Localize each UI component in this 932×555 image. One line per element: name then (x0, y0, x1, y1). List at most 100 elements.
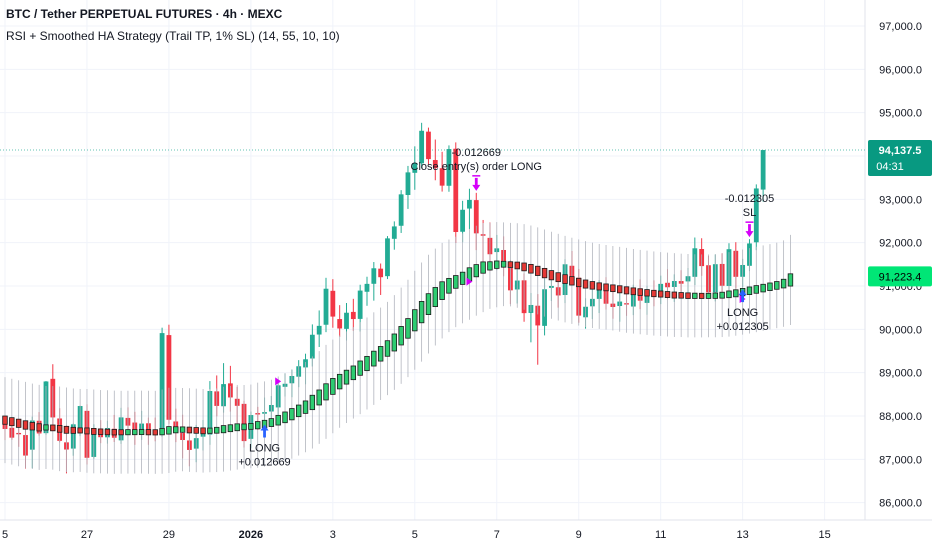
candle-body (323, 288, 329, 325)
ha-candle (336, 335, 343, 428)
trade-marker: SL -0.012305 (725, 193, 775, 238)
ha-candle (637, 249, 643, 335)
symbol-title[interactable]: BTC / Tether PERPETUAL FUTURES · 4h · ME… (6, 7, 283, 21)
ha-body (186, 426, 193, 434)
ha-body (357, 360, 363, 376)
ha-body (610, 284, 616, 293)
ha-body (159, 428, 165, 436)
ha-body (2, 415, 8, 425)
ha-candle (207, 389, 213, 473)
ha-body (500, 260, 507, 268)
smoothed-ha-layer (2, 222, 794, 474)
ha-candle (371, 312, 377, 405)
ha-candle (214, 388, 220, 473)
ha-body (767, 282, 773, 291)
ha-body (398, 326, 404, 346)
candle-body (412, 163, 418, 173)
ha-candle (432, 248, 438, 346)
ha-candle (104, 390, 111, 474)
ha-candle (91, 389, 97, 474)
ha-body (289, 408, 295, 421)
candle-body (760, 150, 766, 190)
candle-body (419, 130, 425, 164)
ha-candle (159, 389, 165, 474)
ha-candle (726, 252, 732, 337)
ha-body (494, 260, 500, 269)
ha-body (692, 292, 698, 299)
candle (412, 146, 418, 190)
ha-body (657, 290, 664, 298)
candle-body (398, 194, 404, 226)
candle-body (453, 148, 459, 233)
ha-candle (289, 369, 295, 459)
y-tick-label: 87,000.0 (879, 454, 922, 466)
ha-body (698, 292, 705, 299)
ha-candle (316, 351, 322, 444)
ha-candle (248, 384, 254, 469)
candle (385, 236, 390, 280)
ha-candle (412, 270, 418, 370)
ha-candle (494, 222, 500, 308)
ha-candle (671, 253, 678, 337)
candle (426, 127, 431, 165)
ha-body (733, 289, 739, 298)
ha-body (596, 282, 602, 291)
candle (405, 165, 411, 209)
ha-body (275, 414, 281, 426)
ha-body (36, 423, 42, 432)
candle-body (350, 311, 356, 320)
ha-candle (644, 250, 650, 335)
ha-candle (29, 383, 36, 469)
ha-body (630, 287, 637, 296)
ha-body (617, 285, 623, 294)
ha-body (541, 267, 548, 279)
ha-body (91, 428, 97, 435)
ha-candle (145, 390, 152, 474)
ha-candle (425, 254, 432, 354)
candle-body (385, 238, 390, 277)
ha-body (562, 274, 568, 284)
ha-body (118, 429, 124, 436)
ha-body (104, 428, 111, 436)
candle (467, 188, 472, 230)
ha-candle (439, 242, 445, 339)
ha-candle (405, 279, 411, 378)
y-tick-label: 88,000.0 (879, 411, 922, 423)
last-price-tag: 94,137.5 04:31 (868, 140, 932, 177)
y-tick-label: 97,000.0 (879, 21, 922, 33)
exit-arrow-icon (745, 224, 754, 238)
ha-candle (152, 390, 158, 474)
strategy-label[interactable]: RSI + Smoothed HA Strategy (Trail TP, 1%… (6, 29, 340, 43)
ha-body (111, 429, 117, 436)
ha-body (145, 429, 152, 436)
ha-body (56, 425, 63, 433)
candle-body (344, 312, 349, 329)
ha-candle (50, 386, 56, 470)
trade-label: -0.012305 (725, 193, 775, 205)
ha-candle (255, 382, 261, 468)
ha-candle (589, 242, 596, 329)
ha-candle (610, 246, 616, 331)
candle-body (330, 290, 336, 317)
ha-body (227, 424, 234, 433)
ha-candle (97, 390, 104, 474)
ha-candle (664, 252, 671, 337)
ha-candle (9, 378, 15, 465)
ha-body (425, 293, 432, 315)
trade-label: Close entry(s) order LONG (411, 161, 542, 173)
ha-body (9, 417, 15, 427)
ha-body (377, 346, 384, 362)
ha-body (316, 389, 322, 406)
ha-candle (685, 253, 691, 338)
candle (323, 277, 329, 333)
candle-body (753, 188, 759, 243)
ha-candle (350, 327, 357, 419)
ha-body (576, 277, 582, 288)
ha-candle (774, 242, 780, 329)
ha-candle (719, 253, 725, 338)
ha-candle (760, 245, 766, 331)
ha-body (644, 289, 650, 297)
ha-body (453, 275, 459, 289)
